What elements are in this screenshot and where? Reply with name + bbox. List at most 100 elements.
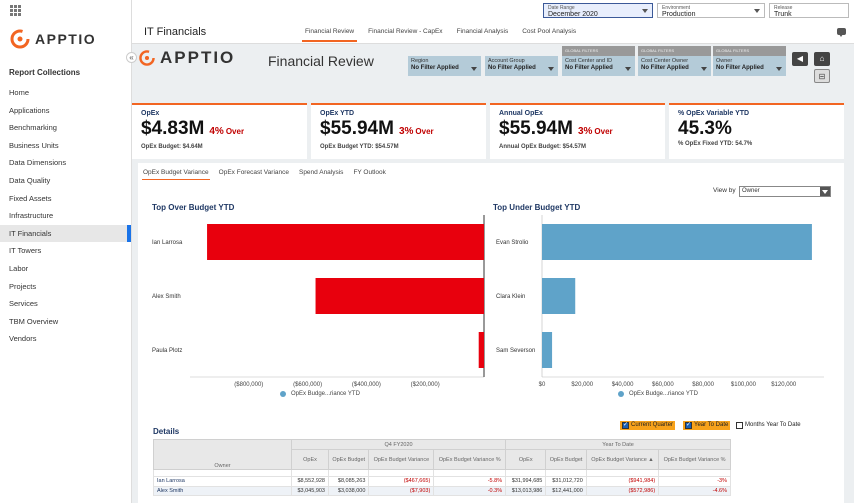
header-logo-text: APPTIO — [160, 48, 236, 67]
sidebar-item[interactable]: Applications — [9, 105, 50, 115]
col-ytd-variance-pct[interactable]: OpEx Budget Variance % — [658, 449, 731, 470]
tab-item[interactable]: Financial Review — [301, 28, 358, 42]
filter-cell[interactable] — [368, 469, 435, 477]
filter-cell[interactable] — [505, 469, 547, 477]
under-chart-legend[interactable]: OpEx Budge...riance YTD — [618, 391, 698, 397]
over-chart-legend[interactable]: OpEx Budge...riance YTD — [280, 391, 360, 397]
kpi-card: % OpEx Variable YTD 45.3% % OpEx Fixed YTD… — [669, 103, 844, 159]
sidebar-item[interactable]: Home — [9, 88, 30, 97]
table-row[interactable]: Alex Smith $3,045,903 $3,038,000 ($7,903) -0… — [153, 485, 731, 496]
sidebar-item[interactable]: Projects — [9, 281, 37, 291]
filter-cell[interactable] — [291, 469, 329, 477]
analysis-tab[interactable]: FY Outlook — [353, 169, 386, 176]
toggle-label: Year To Date — [694, 422, 729, 428]
kpi-value: $55.94M — [499, 118, 573, 139]
collapse-sidebar-icon[interactable]: « — [126, 52, 137, 63]
kpi-variance-pct: 4% — [209, 126, 224, 137]
col-opex-budget[interactable]: OpEx Budget — [327, 449, 370, 470]
environment-select[interactable]: Environment Production — [657, 3, 765, 18]
date-range-label: Date Range — [548, 5, 575, 11]
sidebar-item[interactable]: Services — [9, 299, 38, 309]
col-variance-pct[interactable]: OpEx Budget Variance % — [433, 449, 507, 470]
filter-select[interactable]: Account Group No Filter Applied — [485, 56, 558, 76]
release-select[interactable]: Release Trunk — [769, 3, 849, 18]
kpi-subtext: OpEx Budget: $4.64M — [141, 144, 203, 150]
bar[interactable] — [207, 224, 484, 260]
sidebar-item[interactable]: Labor — [9, 263, 29, 273]
filter-select[interactable]: Cost Center Owner No Filter Applied — [638, 56, 711, 76]
filter-cell[interactable] — [658, 469, 731, 477]
sidebar-item[interactable]: IT Financials — [0, 224, 131, 243]
app-grid-icon[interactable] — [9, 4, 21, 16]
filter-select[interactable]: Owner No Filter Applied — [713, 56, 786, 76]
bar[interactable] — [542, 332, 553, 368]
kpi-label: OpEx YTD — [320, 110, 355, 117]
details-toggle[interactable]: ✓ Year To Date — [683, 421, 731, 430]
analysis-tab[interactable]: Spend Analysis — [298, 169, 344, 176]
table-cell: Alex Smith — [153, 485, 292, 496]
date-range-select[interactable]: Date Range December 2020 — [543, 3, 653, 18]
filter-value: No Filter Applied — [641, 65, 689, 71]
sidebar-item[interactable]: Data Quality — [9, 175, 51, 185]
table-cell: ($7,903) — [368, 485, 435, 496]
col-variance[interactable]: OpEx Budget Variance — [368, 449, 435, 470]
col-opex[interactable]: OpEx — [291, 449, 329, 470]
x-tick-label: $100,000 — [731, 382, 757, 388]
details-toggle[interactable]: Months Year To Date — [734, 421, 803, 430]
main-panel: OpEx Budget Variance OpEx Forecast Varian… — [138, 163, 844, 503]
global-filters-label: GLOBAL FILTERS — [562, 46, 635, 56]
filter-select[interactable]: Cost Center and ID No Filter Applied — [562, 56, 635, 76]
filter-cell[interactable] — [327, 469, 370, 477]
kpi-value: $4.83M — [141, 118, 205, 139]
view-by-select[interactable]: Owner — [739, 186, 831, 197]
apptio-logo[interactable]: APPTIO — [9, 28, 96, 50]
details-toggle[interactable]: ✓ Current Quarter — [620, 421, 676, 430]
chevron-down-icon — [776, 67, 782, 71]
kpi-value-row: $55.94M 3% Over — [320, 118, 477, 143]
bar[interactable] — [315, 278, 484, 314]
table-cell: -4.6% — [658, 485, 731, 496]
report-tabs: Financial Review Financial Review - CapEx… — [301, 28, 590, 42]
tab-item[interactable]: Cost Pool Analysis — [522, 28, 577, 35]
bar[interactable] — [542, 224, 812, 260]
sidebar-item[interactable]: Data Dimensions — [9, 158, 67, 168]
col-ytd-variance[interactable]: OpEx Budget Variance ▲ — [585, 449, 660, 470]
category-label: Alex Smith — [152, 294, 181, 300]
filter-cell[interactable] — [545, 469, 587, 477]
bar[interactable] — [478, 332, 484, 368]
x-tick-label: $120,000 — [771, 382, 797, 388]
tab-item[interactable]: Financial Analysis — [456, 28, 509, 35]
table-cell: $8,085,263 — [327, 476, 370, 487]
col-ytd-opex-budget[interactable]: OpEx Budget — [545, 449, 587, 470]
sidebar-item[interactable]: TBM Overview — [9, 316, 59, 326]
chart-title-over: Top Over Budget YTD — [152, 203, 235, 212]
export-icon[interactable]: ⊟ — [814, 69, 830, 83]
bar[interactable] — [542, 278, 576, 314]
filter-cell[interactable] — [153, 469, 292, 477]
table-cell: $31,994,685 — [505, 476, 547, 487]
filter-cell[interactable] — [433, 469, 507, 477]
home-icon[interactable]: ⌂ — [814, 52, 830, 66]
table-row[interactable]: Ian Larrosa $8,552,928 $8,085,263 ($467,665… — [153, 476, 731, 487]
filter-select[interactable]: Region No Filter Applied — [408, 56, 481, 76]
sidebar-item[interactable]: Fixed Assets — [9, 193, 52, 203]
global-filters-label: GLOBAL FILTERS — [638, 46, 711, 56]
col-owner[interactable]: Owner — [153, 439, 292, 470]
table-cell: $13,013,986 — [505, 485, 547, 496]
sidebar-title: Report Collections — [9, 68, 81, 77]
col-ytd-opex[interactable]: OpEx — [505, 449, 547, 470]
sidebar-item[interactable]: Business Units — [9, 140, 59, 150]
sidebar-item[interactable]: Benchmarking — [9, 123, 57, 133]
sidebar-item[interactable]: IT Towers — [9, 246, 42, 256]
back-icon[interactable]: ◀ — [792, 52, 808, 66]
filter-cell[interactable] — [585, 469, 660, 477]
kpi-variance-word: Over — [225, 127, 245, 136]
chat-icon[interactable] — [837, 28, 846, 37]
tab-item[interactable]: Financial Review - CapEx — [368, 28, 443, 35]
kpi-label: OpEx — [141, 110, 160, 117]
analysis-tab[interactable]: OpEx Budget Variance — [142, 167, 210, 180]
analysis-tab[interactable]: OpEx Forecast Variance — [218, 169, 289, 176]
sidebar-item[interactable]: Vendors — [9, 334, 37, 344]
sidebar-item[interactable]: Infrastructure — [9, 211, 54, 221]
kpi-row: OpEx $4.83M 4% Over OpEx Budget: $4.64M OpEx … — [132, 103, 844, 159]
